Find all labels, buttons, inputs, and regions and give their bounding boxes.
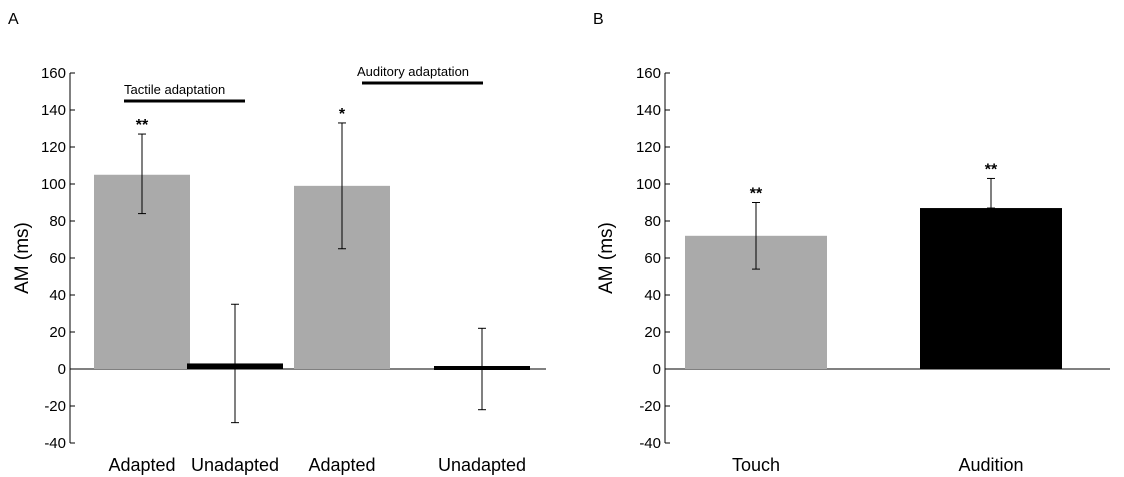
y-tick-label: 140 [636,102,661,119]
significance-marker: ** [750,186,763,203]
category-label: Adapted [308,455,375,475]
panel-a-error-bars [138,122,486,424]
y-tick-label: 100 [636,176,661,193]
y-tick-label: 0 [653,361,661,378]
y-tick-label: 120 [41,139,66,156]
y-tick-label: 60 [49,250,66,267]
category-label: Adapted [108,455,175,475]
annotation-label: Auditory adaptation [357,64,469,79]
y-tick-label: 80 [644,213,661,230]
y-tick-label: 140 [41,102,66,119]
y-tick-label: -20 [639,398,661,415]
panel-b-significance: ** ** [750,161,998,202]
category-label: Unadapted [438,455,526,475]
y-tick-label: 20 [49,324,66,341]
significance-marker: ** [136,117,149,134]
panel-b-category-labels: Touch Audition [732,455,1024,475]
y-tick-label: 100 [41,176,66,193]
panel-b-axes: -40 -20 0 20 40 60 80 100 120 140 160 [636,65,1110,452]
panel-b-label: B [593,11,604,28]
y-tick-label: 40 [49,287,66,304]
y-tick-label: 160 [636,65,661,82]
panel-a-annotations: Tactile adaptation Auditory adaptation [124,64,483,103]
bar [920,208,1062,369]
annotation-label: Tactile adaptation [124,82,225,97]
category-label: Audition [958,455,1023,475]
panel-b-bars [685,208,1062,369]
significance-marker: ** [985,161,998,178]
category-label: Touch [732,455,780,475]
y-tick-label: 120 [636,139,661,156]
y-tick-label: 80 [49,213,66,230]
panel-b-y-axis-title: AM (ms) [596,222,617,294]
panel-b-error-bars [752,177,995,270]
y-tick-label: -40 [44,435,66,452]
panel-a-label: A [8,11,19,28]
y-tick-label: 0 [58,361,66,378]
panel-a-y-axis-title: AM (ms) [12,222,33,294]
y-tick-label: -40 [639,435,661,452]
category-label: Unadapted [191,455,279,475]
panel-a-axes: -40 -20 0 20 40 60 80 100 120 140 160 [41,65,546,452]
panel-b: B AM (ms) -40 -20 0 20 40 60 80 100 120 140 160 **… [593,11,1110,475]
panel-a-bars [94,174,530,370]
y-tick-label: 160 [41,65,66,82]
panel-a-category-labels: Adapted Unadapted Adapted Unadapted [108,455,526,475]
panel-a-significance: *** [136,106,346,134]
y-tick-label: -20 [44,398,66,415]
y-tick-label: 40 [644,287,661,304]
y-tick-label: 60 [644,250,661,267]
significance-marker: * [339,106,346,123]
y-tick-label: 20 [644,324,661,341]
